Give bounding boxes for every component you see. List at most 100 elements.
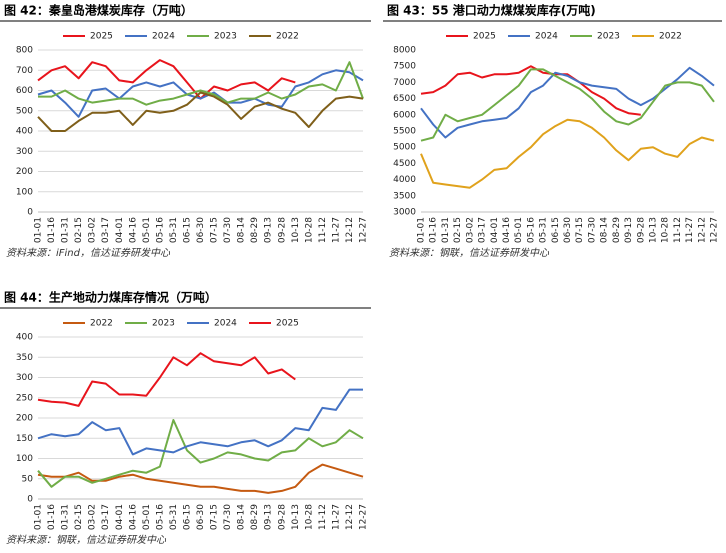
x-tick-label: 10-13 [291, 217, 301, 243]
y-tick-label: 400 [16, 333, 33, 343]
y-tick-label: 200 [16, 167, 33, 177]
series-line [38, 61, 364, 106]
x-tick-label: 04-01 [115, 217, 125, 243]
x-tick-label: 05-16 [526, 217, 536, 243]
x-tick-label: 07-30 [223, 504, 233, 530]
legend-label: 2024 [535, 32, 558, 42]
x-tick-label: 08-29 [612, 217, 622, 243]
x-tick-label: 03-17 [478, 217, 488, 243]
y-tick-label: 250 [16, 393, 33, 403]
x-tick-label: 05-01 [142, 504, 152, 530]
legend-label: 2023 [214, 32, 237, 42]
source-note: 资料来源：iFind，信达证券研发中心 [6, 247, 171, 259]
source-note: 资料来源：钢联，信达证券研发中心 [389, 247, 550, 259]
chart-panel: 图 43：55 港口动力煤煤炭库存(万吨) 3000 3500 4000 4500 500… [383, 0, 726, 262]
series-line [420, 65, 641, 116]
x-tick-label: 10-28 [304, 504, 314, 530]
x-tick-label: 06-30 [563, 217, 573, 243]
x-tick-label: 11-12 [318, 504, 328, 530]
y-tick-label: 7500 [393, 62, 416, 72]
y-tick-label: 700 [16, 66, 33, 76]
x-tick-label: 01-31 [61, 504, 71, 530]
x-tick-label: 10-13 [648, 217, 658, 243]
y-tick-label: 350 [16, 353, 33, 363]
y-tick-label: 7000 [393, 78, 416, 88]
source-note: 资料来源：钢联，信达证券研发中心 [6, 534, 167, 546]
x-tick-label: 08-14 [600, 217, 610, 243]
series-line [37, 69, 364, 118]
x-tick-label: 11-27 [331, 504, 341, 530]
x-tick-label: 09-28 [636, 217, 646, 243]
x-tick-label: 12-27 [359, 217, 369, 243]
x-tick-label: 06-30 [196, 504, 206, 530]
chart-panel: 图 42：秦皇岛港煤炭库存（万吨） 0 100 200 300 400 500 600 700 8… [0, 0, 375, 262]
x-tick-label: 02-15 [74, 504, 84, 530]
chart: 图 42：秦皇岛港煤炭库存（万吨） 0 100 200 300 400 500 600 700 8… [0, 3, 371, 259]
series-line [37, 352, 296, 407]
x-tick-label: 09-13 [264, 504, 274, 530]
x-tick-label: 05-31 [169, 504, 179, 530]
x-tick-label: 01-01 [34, 504, 44, 530]
y-tick-label: 400 [16, 127, 33, 137]
x-tick-label: 11-27 [331, 217, 341, 243]
legend-label: 2024 [214, 319, 237, 329]
legend-label: 2025 [473, 32, 496, 42]
x-tick-label: 11-27 [685, 217, 695, 243]
x-tick-label: 01-01 [34, 217, 44, 243]
chart-title: 图 43：55 港口动力煤煤炭库存(万吨) [387, 3, 596, 18]
y-tick-label: 8000 [393, 46, 416, 56]
y-tick-label: 300 [16, 147, 33, 157]
x-tick-label: 05-16 [155, 217, 165, 243]
legend-label: 2022 [90, 319, 113, 329]
y-tick-label: 6500 [393, 94, 416, 104]
x-tick-label: 12-27 [359, 504, 369, 530]
x-tick-label: 01-16 [47, 504, 57, 530]
x-tick-label: 04-01 [115, 504, 125, 530]
legend-label: 2025 [276, 319, 299, 329]
x-tick-label: 10-28 [661, 217, 671, 243]
x-tick-label: 01-31 [61, 217, 71, 243]
y-tick-label: 0 [27, 208, 33, 218]
x-tick-label: 06-30 [196, 217, 206, 243]
x-tick-label: 06-15 [182, 504, 192, 530]
x-tick-label: 03-02 [88, 217, 98, 243]
x-tick-label: 09-28 [277, 217, 287, 243]
x-tick-label: 05-01 [142, 217, 152, 243]
x-tick-label: 11-12 [318, 217, 328, 243]
x-tick-label: 07-30 [587, 217, 597, 243]
y-tick-label: 0 [27, 495, 33, 505]
x-tick-label: 09-13 [624, 217, 634, 243]
x-tick-label: 01-16 [429, 217, 439, 243]
y-tick-label: 100 [16, 454, 33, 464]
y-tick-label: 300 [16, 373, 33, 383]
y-tick-label: 800 [16, 46, 33, 56]
x-tick-label: 07-15 [575, 217, 585, 243]
y-tick-label: 4500 [393, 159, 416, 169]
y-tick-label: 600 [16, 86, 33, 96]
x-tick-label: 02-15 [74, 217, 84, 243]
x-tick-label: 12-27 [710, 217, 720, 243]
legend-label: 2023 [152, 319, 175, 329]
x-tick-label: 08-29 [250, 217, 260, 243]
y-tick-label: 500 [16, 106, 33, 116]
x-tick-label: 03-02 [88, 504, 98, 530]
series-line [37, 59, 296, 100]
y-tick-label: 4000 [393, 175, 416, 185]
x-tick-label: 09-13 [264, 217, 274, 243]
x-tick-label: 07-15 [210, 217, 220, 243]
legend-label: 2022 [659, 32, 682, 42]
x-tick-label: 07-30 [223, 217, 233, 243]
series-line [37, 91, 364, 132]
legend-label: 2025 [90, 32, 113, 42]
x-tick-label: 05-31 [169, 217, 179, 243]
series-line [37, 463, 364, 494]
chart-title: 图 42：秦皇岛港煤炭库存（万吨） [4, 3, 193, 18]
x-tick-label: 03-17 [101, 504, 111, 530]
x-tick-label: 09-28 [277, 504, 287, 530]
x-tick-label: 10-13 [291, 504, 301, 530]
legend-label: 2023 [597, 32, 620, 42]
x-tick-label: 03-02 [465, 217, 475, 243]
x-tick-label: 05-01 [514, 217, 524, 243]
x-tick-label: 05-31 [539, 217, 549, 243]
